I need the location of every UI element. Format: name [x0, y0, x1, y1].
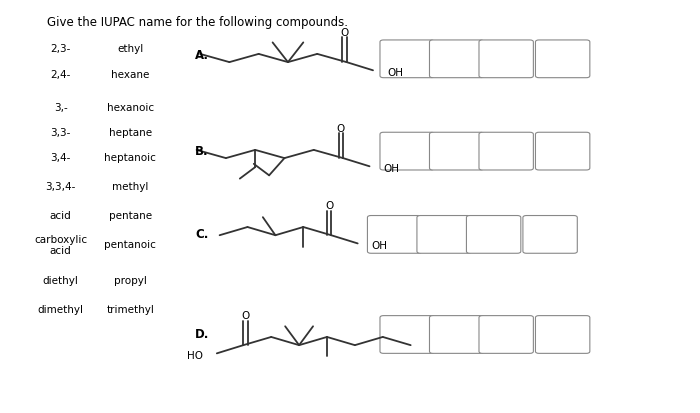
FancyBboxPatch shape	[479, 316, 533, 354]
Text: methyl: methyl	[112, 182, 148, 192]
Text: acid: acid	[50, 211, 71, 221]
Text: propyl: propyl	[114, 276, 147, 286]
Text: 3,4-: 3,4-	[50, 153, 71, 163]
Text: A.: A.	[195, 49, 209, 62]
FancyBboxPatch shape	[536, 132, 590, 170]
Text: pentanoic: pentanoic	[104, 240, 156, 250]
FancyBboxPatch shape	[380, 132, 435, 170]
FancyBboxPatch shape	[466, 216, 521, 253]
Text: O: O	[340, 28, 349, 38]
Text: hexane: hexane	[111, 70, 150, 80]
FancyBboxPatch shape	[417, 216, 471, 253]
Text: C.: C.	[195, 228, 209, 241]
FancyBboxPatch shape	[479, 40, 533, 78]
Text: O: O	[337, 123, 345, 133]
FancyBboxPatch shape	[479, 132, 533, 170]
Text: heptane: heptane	[108, 128, 152, 138]
Text: hexanoic: hexanoic	[107, 103, 154, 113]
FancyBboxPatch shape	[430, 316, 484, 354]
Text: 3,3-: 3,3-	[50, 128, 71, 138]
FancyBboxPatch shape	[380, 316, 435, 354]
FancyBboxPatch shape	[380, 40, 435, 78]
Text: Give the IUPAC name for the following compounds.: Give the IUPAC name for the following co…	[47, 16, 348, 29]
Text: O: O	[241, 311, 249, 320]
Text: heptanoic: heptanoic	[104, 153, 156, 163]
FancyBboxPatch shape	[523, 216, 578, 253]
Text: O: O	[325, 201, 333, 211]
Text: dimethyl: dimethyl	[38, 305, 84, 315]
FancyBboxPatch shape	[430, 132, 484, 170]
Text: D.: D.	[195, 328, 209, 341]
Text: ethyl: ethyl	[118, 43, 144, 54]
Text: diethyl: diethyl	[43, 276, 78, 286]
Text: OH: OH	[372, 241, 388, 251]
Text: trimethyl: trimethyl	[106, 305, 154, 315]
Text: pentane: pentane	[108, 211, 152, 221]
FancyBboxPatch shape	[368, 216, 422, 253]
Text: 2,4-: 2,4-	[50, 70, 71, 80]
FancyBboxPatch shape	[536, 40, 590, 78]
Text: OH: OH	[387, 68, 403, 78]
Text: B.: B.	[195, 145, 209, 158]
Text: 2,3-: 2,3-	[50, 43, 71, 54]
FancyBboxPatch shape	[536, 316, 590, 354]
Text: 3,-: 3,-	[54, 103, 67, 113]
Text: HO: HO	[187, 351, 203, 361]
FancyBboxPatch shape	[430, 40, 484, 78]
Text: carboxylic
acid: carboxylic acid	[34, 235, 88, 256]
Text: OH: OH	[384, 164, 400, 174]
Text: 3,3,4-: 3,3,4-	[46, 182, 76, 192]
